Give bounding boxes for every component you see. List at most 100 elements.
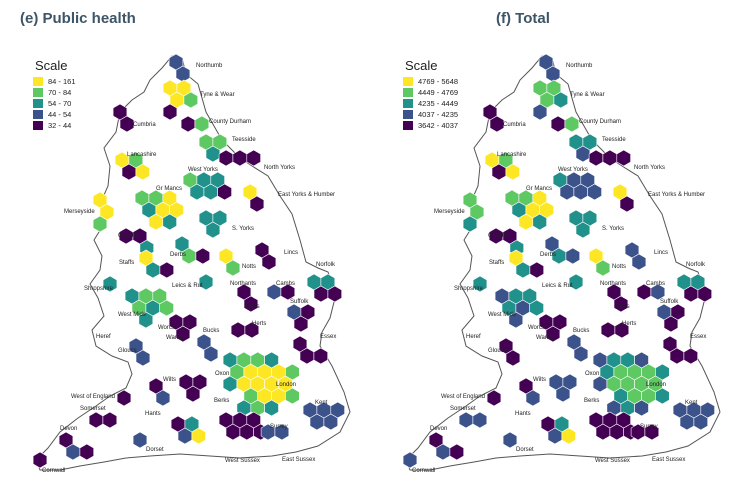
hex-cell — [218, 149, 234, 167]
region-label: Northumb — [566, 63, 593, 69]
hex-cluster — [92, 191, 115, 233]
hex-cell — [595, 259, 611, 277]
hex-cluster — [486, 389, 502, 407]
hex-cluster — [544, 235, 580, 265]
region-label: Kent — [685, 400, 698, 406]
region-label: Northumb — [196, 63, 223, 69]
region-label: County Durham — [209, 119, 251, 125]
hex-cluster — [178, 373, 208, 403]
hex-cell — [613, 295, 629, 313]
region-label: North Yorks — [634, 165, 665, 171]
hex-cluster — [600, 321, 630, 339]
region-label: West Sussex — [225, 458, 260, 464]
hex-cell — [180, 115, 196, 133]
hex-cluster — [112, 103, 135, 133]
hex-cluster — [286, 303, 316, 333]
hex-cell — [162, 213, 177, 231]
hex-cell — [280, 283, 296, 301]
hex-cluster — [134, 189, 184, 231]
panel-total: (f) Total Northumb Tyne & Wear Cumbria Coun… — [370, 0, 740, 490]
region-label: Cumbria — [503, 122, 526, 128]
region-label: London — [276, 382, 296, 388]
region-label: Leics & Rut — [172, 283, 203, 289]
hex-cell — [565, 247, 580, 265]
region-label: Dorset — [146, 447, 164, 453]
region-label: Beds — [616, 304, 630, 310]
region-label: Northants — [600, 281, 626, 287]
hex-cell — [555, 385, 571, 403]
hex-cluster — [630, 423, 660, 441]
hex-cell — [655, 387, 670, 405]
legend-label: 4769 - 5648 — [418, 76, 459, 86]
region-label: West of England — [71, 394, 115, 400]
hex-cell — [162, 103, 178, 121]
hex-cell — [285, 387, 300, 405]
region-label: West Sussex — [595, 458, 630, 464]
region-label: Cheshire — [488, 233, 513, 239]
hex-cell — [138, 311, 154, 329]
region-label: Merseyside — [434, 209, 465, 215]
region-label: Herts — [622, 321, 636, 327]
hex-cell — [505, 349, 521, 367]
hex-cluster — [588, 247, 611, 277]
legend-label: 4235 - 4449 — [418, 98, 459, 108]
region-label: West of England — [441, 394, 485, 400]
hex-cluster — [498, 337, 521, 367]
hex-cell — [243, 295, 259, 313]
hex-cluster — [182, 171, 232, 201]
legend-swatch — [33, 120, 43, 130]
hex-cluster — [148, 377, 171, 407]
hex-cell — [246, 149, 261, 167]
hex-cell — [631, 253, 647, 271]
region-label: West Mids — [118, 312, 146, 318]
region-label: Northants — [230, 281, 256, 287]
hex-cell — [230, 321, 246, 339]
hex-cell — [203, 345, 219, 363]
region-label: Essex — [320, 334, 336, 340]
hex-cell — [545, 65, 561, 83]
hex-cell — [88, 411, 104, 429]
region-label: Leics & Rut — [542, 283, 573, 289]
hex-cell — [472, 275, 488, 293]
legend-item: 4235 - 4449 — [403, 98, 458, 108]
hex-cluster — [548, 373, 578, 403]
hex-cluster — [114, 151, 150, 181]
hex-cluster — [502, 431, 518, 449]
region-label: Cumbria — [133, 122, 156, 128]
region-label: Wilts — [163, 377, 176, 383]
hex-cell — [449, 443, 464, 461]
region-label: Heref — [466, 334, 481, 340]
hex-cluster — [484, 151, 520, 181]
hex-cluster — [538, 313, 568, 343]
region-label: Teesside — [602, 137, 626, 143]
region-label: Berks — [584, 398, 599, 404]
hex-cell — [195, 247, 210, 265]
hex-cluster — [656, 303, 686, 333]
region-label: East Sussex — [282, 457, 315, 463]
legend-swatch — [33, 76, 43, 86]
hex-cell — [505, 163, 520, 181]
hex-cluster — [292, 335, 328, 365]
region-label: Cambs — [276, 281, 295, 287]
region-label: West Yorks — [188, 167, 218, 173]
hex-cluster — [494, 287, 544, 329]
region-label: Kent — [315, 400, 328, 406]
region-label: West Yorks — [558, 167, 588, 173]
legend-title: Scale — [35, 58, 68, 73]
hex-cell — [79, 443, 94, 461]
hex-cell — [205, 221, 221, 239]
region-label: Essex — [690, 334, 706, 340]
hex-cluster — [588, 411, 638, 441]
region-label: Bucks — [203, 328, 219, 334]
hex-cluster — [236, 283, 259, 313]
region-label: Lancashire — [127, 152, 157, 158]
hex-cell — [650, 283, 666, 301]
hex-cluster — [254, 241, 277, 271]
hex-cluster — [568, 209, 598, 239]
hex-cluster — [198, 209, 228, 239]
hex-cluster — [58, 431, 94, 461]
region-label: S. Yorks — [602, 226, 624, 232]
region-label: Tyne & Wear — [200, 92, 235, 98]
hex-cluster — [218, 247, 241, 277]
region-label: Worcs — [158, 325, 175, 331]
